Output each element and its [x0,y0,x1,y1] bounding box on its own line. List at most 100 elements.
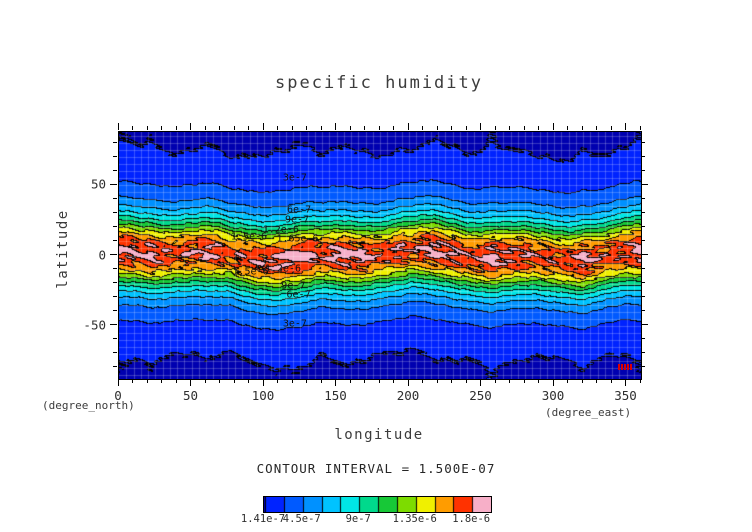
x-minor-tick-top [538,126,539,130]
x-minor-tick [291,379,293,383]
y-minor-tick [113,296,117,298]
x-minor-tick [567,379,568,383]
x-minor-tick [219,379,220,383]
y-minor-tick-right [641,338,645,340]
y-tick-label: 0 [98,247,106,262]
y-minor-tick [113,338,117,340]
y-minor-tick [113,268,117,270]
y-minor-tick [113,352,117,354]
x-major-tick [552,379,554,386]
x-tick-label: 100 [251,388,275,403]
x-tick-label: 300 [541,388,565,403]
contour-line-label: 1.5e-6 [232,266,269,278]
colorbar-tick-label: 4.5e-7 [282,513,321,525]
y-minor-tick-right [641,225,645,227]
x-minor-tick-top [277,126,278,130]
x-minor-tick-top [610,126,612,130]
x-minor-tick-top [320,126,322,130]
x-major-tick [190,379,191,386]
x-minor-tick [393,379,394,383]
x-major-tick-top [552,123,554,130]
contour-fill-canvas [119,132,641,379]
x-minor-tick [320,379,322,383]
y-minor-tick-right [641,282,645,284]
colorbar-canvas [264,497,491,512]
x-minor-tick-top [248,126,249,130]
x-minor-tick [364,379,365,383]
colorbar [263,496,492,513]
x-major-tick [262,379,264,386]
y-minor-tick-right [641,310,645,312]
x-tick-label: 200 [396,388,420,403]
x-minor-tick-top [161,126,162,130]
colorbar-tick-label: 9e-7 [345,513,371,525]
x-minor-tick [494,379,496,383]
y-minor-tick [113,197,117,199]
x-major-tick [117,379,119,386]
contour-interval-text: CONTOUR INTERVAL = 1.500E-07 [256,461,496,476]
colorbar-tick-label: 1.35e-6 [392,513,437,525]
x-minor-tick-top [146,126,148,130]
x-minor-tick [233,379,235,383]
x-axis-unit-label: (degree_east) [545,406,632,419]
x-minor-tick-top [291,126,293,130]
y-major-tick-right [641,183,648,185]
colorbar-tick-label: 1.41e-7 [240,513,286,525]
x-minor-tick-top [422,126,423,130]
y-minor-tick-right [641,239,645,241]
y-minor-tick-right [641,268,645,270]
y-minor-tick [113,310,117,312]
x-minor-tick-top [132,126,133,130]
y-minor-tick-right [641,211,645,213]
x-minor-tick-top [465,126,467,130]
x-minor-tick [436,379,438,383]
x-minor-tick [175,379,177,383]
x-minor-tick [146,379,148,383]
x-major-tick-top [480,123,481,130]
contour-line-label: 6e-7 [286,289,311,301]
y-minor-tick [113,141,117,143]
y-minor-tick-right [641,155,645,157]
x-minor-tick [422,379,423,383]
x-tick-label: 150 [324,388,347,403]
x-minor-tick [378,379,380,383]
y-minor-tick-right [641,366,645,368]
contour-line-label: 1.5e-6 [230,231,268,243]
contour-line-label: 1.2e-6 [262,224,299,236]
x-minor-tick-top [494,126,496,130]
x-minor-tick-top [364,126,365,130]
x-minor-tick [277,379,278,383]
x-tick-label: 50 [182,388,199,403]
contour-line-label: 1.65e-6 [276,233,319,245]
y-minor-tick-right [641,141,645,143]
x-minor-tick [538,379,539,383]
contour-line-label: 3e-7 [282,318,307,330]
y-axis-title: latitude [55,209,71,289]
x-minor-tick [132,379,133,383]
x-major-tick [335,379,336,386]
x-minor-tick [451,379,452,383]
x-minor-tick-top [596,126,597,130]
y-major-tick [110,183,117,185]
x-major-tick-top [407,123,409,130]
x-major-tick-top [625,123,626,130]
x-minor-tick [349,379,351,383]
x-major-tick [480,379,481,386]
x-major-tick-top [335,123,336,130]
x-minor-tick-top [349,126,351,130]
x-minor-tick-top [393,126,394,130]
x-major-tick [407,379,409,386]
x-minor-tick-top [219,126,220,130]
x-minor-tick-top [567,126,568,130]
x-minor-tick-top [451,126,452,130]
red-stamp-mark [618,364,633,370]
y-minor-tick [113,225,117,227]
colorbar-tick-label: 1.8e-6 [452,513,491,525]
y-minor-tick-right [641,169,645,171]
contour-line-label: 1.2e-6 [264,263,301,275]
y-major-tick-right [641,324,648,326]
y-tick-label: -50 [83,317,106,333]
x-minor-tick [523,379,525,383]
y-minor-tick [113,155,117,157]
